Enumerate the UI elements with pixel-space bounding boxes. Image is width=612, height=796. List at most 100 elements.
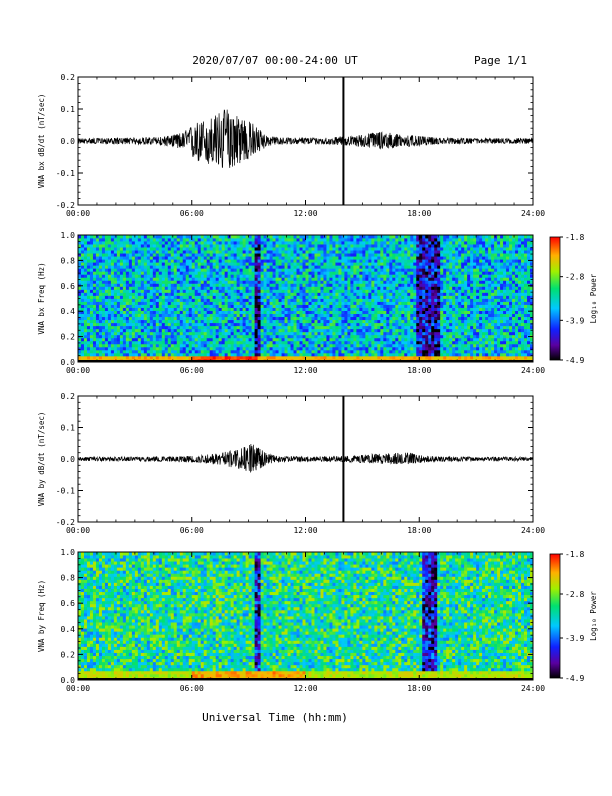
heatmap-cell	[365, 350, 368, 353]
heatmap-cell	[389, 320, 392, 323]
heatmap-cell	[374, 350, 377, 353]
heatmap-cell	[93, 341, 96, 344]
heatmap-cell	[120, 338, 123, 341]
heatmap-cell	[419, 244, 422, 247]
heatmap-cell	[422, 262, 425, 265]
heatmap-cell	[273, 347, 276, 350]
heatmap-cell	[174, 253, 177, 256]
heatmap-cell	[383, 335, 386, 338]
heatmap-cell	[380, 320, 383, 323]
heatmap-cell	[368, 329, 371, 332]
heatmap-cell	[123, 280, 126, 283]
heatmap-cell	[96, 320, 99, 323]
heatmap-cell	[231, 302, 234, 305]
heatmap-cell	[419, 308, 422, 311]
heatmap-cell	[308, 256, 311, 259]
heatmap-cell	[350, 262, 353, 265]
heatmap-cell	[81, 259, 84, 262]
heatmap-cell	[276, 338, 279, 341]
heatmap-cell	[207, 314, 210, 317]
heatmap-cell	[237, 262, 240, 265]
heatmap-cell	[404, 259, 407, 262]
heatmap-cell	[126, 329, 129, 332]
heatmap-cell	[177, 323, 180, 326]
heatmap-cell	[234, 329, 237, 332]
heatmap-cell	[416, 308, 419, 311]
heatmap-cell	[138, 265, 141, 268]
heatmap-cell	[84, 289, 87, 292]
heatmap-cell	[228, 265, 231, 268]
heatmap-cell	[243, 338, 246, 341]
heatmap-cell	[306, 335, 309, 338]
heatmap-cell	[323, 295, 326, 298]
heatmap-cell	[344, 295, 347, 298]
heatmap-cell	[329, 326, 332, 329]
heatmap-cell	[78, 341, 81, 344]
heatmap-cell	[165, 268, 168, 271]
heatmap-cell	[186, 277, 189, 280]
heatmap-cell	[114, 317, 117, 320]
heatmap-cell	[195, 274, 198, 277]
heatmap-cell	[144, 268, 147, 271]
heatmap-cell	[329, 274, 332, 277]
heatmap-cell	[225, 250, 228, 253]
heatmap-cell	[117, 262, 120, 265]
heatmap-cell	[258, 308, 261, 311]
heatmap-cell	[165, 262, 168, 265]
heatmap-cell	[285, 308, 288, 311]
heatmap-cell	[320, 265, 323, 268]
heatmap-cell	[386, 314, 389, 317]
heatmap-cell	[276, 353, 279, 356]
heatmap-cell	[294, 286, 297, 289]
heatmap-cell	[105, 286, 108, 289]
heatmap-cell	[186, 344, 189, 347]
heatmap-cell	[105, 292, 108, 295]
heatmap-cell	[216, 356, 219, 359]
heatmap-cell	[267, 302, 270, 305]
heatmap-cell	[314, 247, 317, 250]
heatmap-cell	[213, 320, 216, 323]
heatmap-cell	[392, 277, 395, 280]
heatmap-cell	[153, 277, 156, 280]
heatmap-cell	[323, 332, 326, 335]
heatmap-cell	[338, 259, 341, 262]
heatmap-cell	[195, 341, 198, 344]
heatmap-cell	[168, 283, 171, 286]
heatmap-cell	[383, 265, 386, 268]
heatmap-cell	[374, 311, 377, 314]
heatmap-cell	[389, 256, 392, 259]
heatmap-cell	[374, 314, 377, 317]
heatmap-cell	[174, 323, 177, 326]
heatmap-cell	[267, 314, 270, 317]
heatmap-cell	[171, 256, 174, 259]
heatmap-cell	[350, 326, 353, 329]
heatmap-cell	[117, 350, 120, 353]
heatmap-cell	[90, 289, 93, 292]
heatmap-cell	[201, 235, 204, 238]
heatmap-cell	[123, 302, 126, 305]
heatmap-cell	[335, 347, 338, 350]
heatmap-cell	[144, 344, 147, 347]
heatmap-cell	[159, 292, 162, 295]
heatmap-cell	[222, 317, 225, 320]
heatmap-cell	[189, 253, 192, 256]
heatmap-cell	[216, 238, 219, 241]
heatmap-cell	[362, 280, 365, 283]
heatmap-cell	[350, 238, 353, 241]
heatmap-cell	[135, 350, 138, 353]
heatmap-cell	[231, 280, 234, 283]
heatmap-cell	[237, 241, 240, 244]
heatmap-cell	[317, 338, 320, 341]
heatmap-cell	[135, 235, 138, 238]
heatmap-cell	[282, 289, 285, 292]
heatmap-cell	[282, 299, 285, 302]
heatmap-cell	[362, 311, 365, 314]
heatmap-cell	[228, 295, 231, 298]
heatmap-cell	[81, 320, 84, 323]
heatmap-cell	[294, 253, 297, 256]
heatmap-cell	[288, 253, 291, 256]
heatmap-cell	[96, 238, 99, 241]
heatmap-cell	[344, 323, 347, 326]
heatmap-cell	[228, 292, 231, 295]
heatmap-cell	[416, 244, 419, 247]
